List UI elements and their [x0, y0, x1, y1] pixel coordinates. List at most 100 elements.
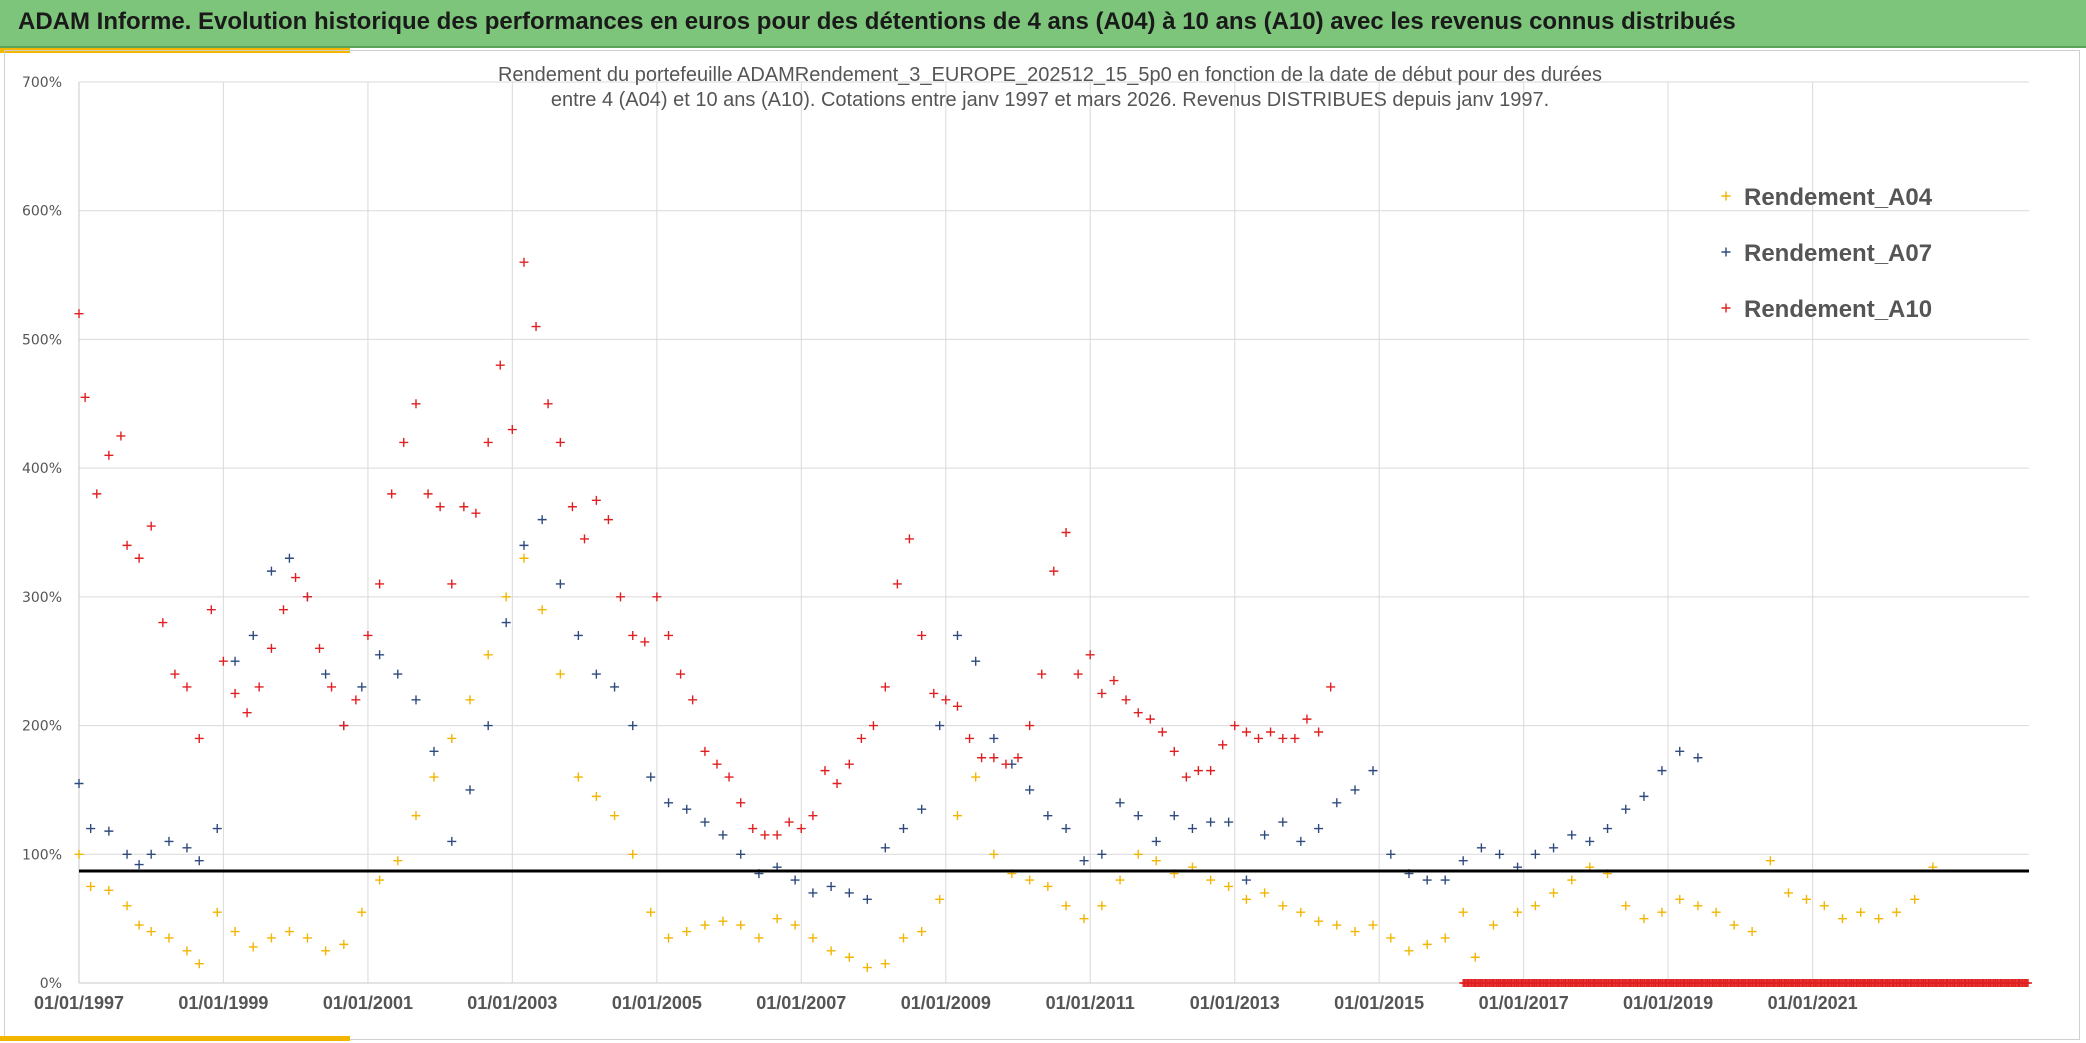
data-point [880, 843, 890, 853]
data-point [1061, 528, 1071, 537]
data-point [862, 894, 872, 904]
x-tick-label: 01/01/2007 [756, 993, 846, 1013]
data-point [1302, 714, 1312, 724]
data-point [904, 534, 914, 544]
data-point [784, 817, 794, 827]
data-point [1241, 875, 1251, 885]
data-point [1711, 907, 1721, 917]
data-point [1115, 875, 1125, 885]
data-point [1874, 914, 1884, 924]
data-point [844, 759, 854, 769]
data-point [1049, 566, 1059, 576]
data-point [796, 824, 806, 834]
data-point [134, 920, 144, 930]
data-point [1206, 817, 1216, 827]
y-tick-label: 200% [22, 719, 62, 735]
data-point [880, 682, 890, 692]
data-point [1422, 875, 1432, 885]
data-point [1314, 916, 1324, 926]
data-point [1567, 830, 1577, 840]
data-point [182, 946, 192, 956]
data-point [1061, 824, 1071, 834]
data-point [158, 618, 168, 628]
chart-series [74, 257, 2033, 987]
data-point [917, 804, 927, 814]
data-point [314, 643, 324, 653]
series-3 [74, 257, 1336, 840]
data-point [92, 489, 102, 499]
data-point [284, 927, 294, 937]
data-point [1121, 695, 1131, 705]
data-point [122, 540, 132, 550]
data-point [682, 804, 692, 814]
data-point [465, 695, 475, 705]
data-point [1326, 682, 1336, 692]
data-point [1224, 817, 1234, 827]
data-point [122, 849, 132, 859]
data-point [1169, 811, 1179, 821]
data-point [429, 746, 439, 756]
data-point [989, 733, 999, 743]
data-point [628, 849, 638, 859]
data-point [74, 849, 84, 859]
chart-subtitle-line-2: entre 4 (A04) et 10 ans (A10). Cotations… [551, 89, 1549, 111]
data-point [1422, 939, 1432, 949]
bottom-accent-bar [0, 1036, 350, 1041]
data-point [1296, 907, 1306, 917]
legend-item: Rendement_A10 [1721, 296, 1932, 323]
data-point [929, 688, 939, 698]
data-point [1765, 856, 1775, 866]
data-point [1458, 856, 1468, 866]
data-point [357, 907, 367, 917]
data-point [501, 618, 511, 628]
data-point [664, 798, 674, 808]
data-point [917, 630, 927, 640]
data-point [351, 695, 361, 705]
data-point [1043, 811, 1053, 821]
data-point [1585, 836, 1595, 846]
y-tick-label: 600% [22, 204, 62, 220]
data-point [104, 450, 114, 460]
data-point [952, 811, 962, 821]
data-point [447, 579, 457, 589]
data-point [387, 489, 397, 499]
data-point [1151, 856, 1161, 866]
data-point [718, 830, 728, 840]
data-point [646, 907, 656, 917]
data-point [1290, 733, 1300, 743]
data-point [507, 425, 517, 435]
data-point [790, 875, 800, 885]
series-2 [74, 515, 1703, 904]
chart-legend: Rendement_A04 Rendement_A07 Rendement_A10 [1721, 184, 1933, 323]
data-point [628, 721, 638, 731]
data-point [411, 811, 421, 821]
data-point [1145, 714, 1155, 724]
data-point [754, 933, 764, 943]
data-point [1037, 669, 1047, 679]
data-point [952, 630, 962, 640]
y-tick-label: 500% [22, 332, 62, 348]
data-point [1639, 791, 1649, 801]
data-point [555, 437, 565, 447]
data-point [977, 753, 987, 763]
data-point [537, 605, 547, 615]
data-point [212, 824, 222, 834]
data-point [302, 592, 312, 602]
legend-item: Rendement_A07 [1721, 240, 1932, 267]
x-tick-label: 01/01/2003 [467, 993, 557, 1013]
data-point [1910, 894, 1920, 904]
data-point [1386, 933, 1396, 943]
data-point [1891, 907, 1901, 917]
data-point [1368, 766, 1378, 776]
data-point [844, 952, 854, 962]
data-point [941, 695, 951, 705]
data-point [1151, 836, 1161, 846]
data-point [1729, 920, 1739, 930]
data-point [1073, 669, 1083, 679]
data-point [266, 566, 276, 576]
data-point [610, 811, 620, 821]
data-point [591, 495, 601, 505]
data-point [423, 489, 433, 499]
data-point [603, 515, 613, 525]
